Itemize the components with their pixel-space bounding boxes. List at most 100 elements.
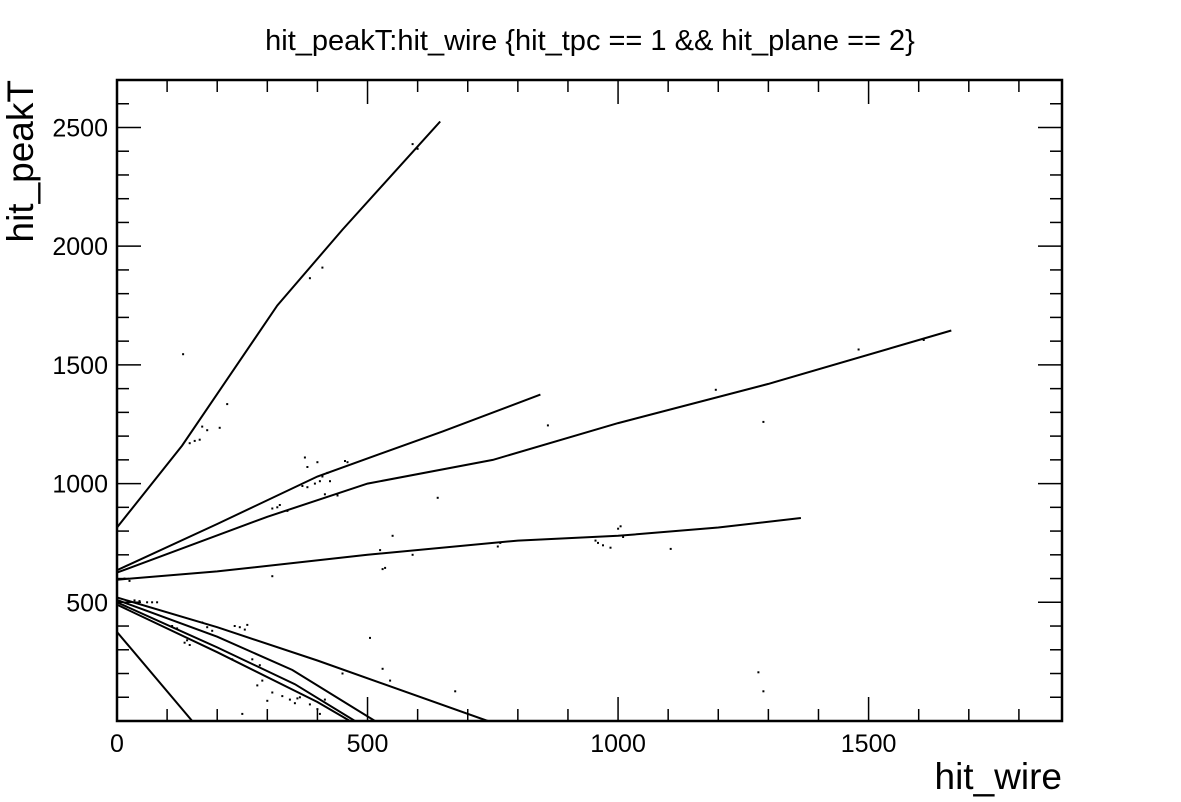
data-point <box>151 601 154 604</box>
data-point <box>271 691 274 694</box>
data-point <box>496 545 499 548</box>
data-point <box>171 625 174 627</box>
data-point <box>298 696 301 699</box>
data-point <box>156 601 159 604</box>
data-point <box>271 507 274 510</box>
data-point <box>762 690 765 693</box>
data-point <box>762 420 765 423</box>
data-point <box>323 698 326 701</box>
series-line-4 <box>117 517 802 581</box>
data-point <box>602 544 604 547</box>
data-point <box>206 429 209 432</box>
data-point <box>546 424 549 427</box>
data-point <box>329 480 331 483</box>
data-point <box>238 626 241 629</box>
series-line-9 <box>117 631 193 721</box>
data-point <box>381 568 384 571</box>
data-point <box>138 600 141 603</box>
data-point <box>344 460 346 462</box>
y-axis-title: hit_peakT <box>0 80 41 243</box>
data-point <box>308 703 311 706</box>
data-point <box>218 426 221 429</box>
axes: 0 500 1000 1500 500 1000 1500 2000 2500 <box>52 78 1064 758</box>
data-point <box>211 629 214 632</box>
data-point <box>617 527 620 530</box>
data-point <box>389 679 392 682</box>
data-point <box>379 549 382 552</box>
data-point <box>256 684 259 687</box>
series-line-3 <box>117 329 952 574</box>
series-line-5 <box>117 596 489 721</box>
data-point <box>391 534 394 537</box>
y-tick-label: 1500 <box>52 352 108 380</box>
data-point <box>188 442 191 445</box>
data-series <box>117 120 952 721</box>
data-point <box>258 664 261 667</box>
data-point <box>303 456 306 459</box>
data-point <box>369 636 371 639</box>
data-point <box>133 599 136 602</box>
data-point <box>336 494 339 497</box>
data-point <box>198 438 201 441</box>
data-point <box>278 504 281 506</box>
series-line-8 <box>117 603 351 721</box>
chart-title: hit_peakT:hit_wire {hit_tpc == 1 && hit_… <box>265 25 915 57</box>
data-point <box>326 471 329 474</box>
data-point <box>246 623 249 626</box>
y-tick-label: 1000 <box>52 471 108 499</box>
series-line-1 <box>117 120 441 529</box>
y-tick-label: 500 <box>66 589 108 617</box>
data-point <box>261 679 264 682</box>
data-point <box>341 672 344 675</box>
data-point <box>146 601 149 604</box>
data-point <box>188 644 191 646</box>
series-line-7 <box>117 601 356 721</box>
data-point <box>176 627 179 630</box>
data-point <box>206 626 209 629</box>
data-point <box>436 496 439 499</box>
data-point <box>243 628 246 631</box>
x-tick-label: 500 <box>347 730 389 758</box>
y-tick-label: 2000 <box>52 233 108 261</box>
data-point <box>669 547 672 550</box>
data-point <box>411 553 414 556</box>
data-point <box>251 658 254 661</box>
y-tick-label: 2500 <box>52 114 108 142</box>
data-point <box>619 525 622 528</box>
data-point <box>286 509 289 512</box>
data-point <box>416 147 419 150</box>
data-point <box>318 480 321 483</box>
x-tick-label: 1000 <box>590 730 646 758</box>
data-point <box>714 388 717 391</box>
data-point <box>183 641 186 644</box>
data-point <box>594 539 597 542</box>
data-point <box>182 353 185 356</box>
data-point <box>597 541 599 544</box>
data-point <box>293 702 296 705</box>
data-point <box>384 566 387 569</box>
data-point <box>757 671 760 674</box>
data-point <box>306 466 309 468</box>
data-point <box>281 695 284 698</box>
data-point <box>296 697 299 700</box>
plot-frame <box>115 78 1064 723</box>
data-point <box>316 461 319 464</box>
data-point <box>609 546 612 549</box>
data-point <box>499 541 502 544</box>
data-point <box>323 493 326 496</box>
data-point <box>857 348 860 351</box>
data-point <box>241 712 244 715</box>
data-point <box>622 536 625 538</box>
data-point <box>922 339 925 341</box>
data-point <box>301 485 304 487</box>
data-point <box>226 403 229 406</box>
data-point <box>318 712 321 715</box>
x-tick-label: 0 <box>110 730 124 758</box>
data-point <box>313 482 316 485</box>
data-point <box>321 266 324 269</box>
data-point <box>186 639 189 642</box>
series-line-6 <box>117 598 376 721</box>
series-line-2 <box>117 393 541 572</box>
data-point <box>271 575 274 578</box>
